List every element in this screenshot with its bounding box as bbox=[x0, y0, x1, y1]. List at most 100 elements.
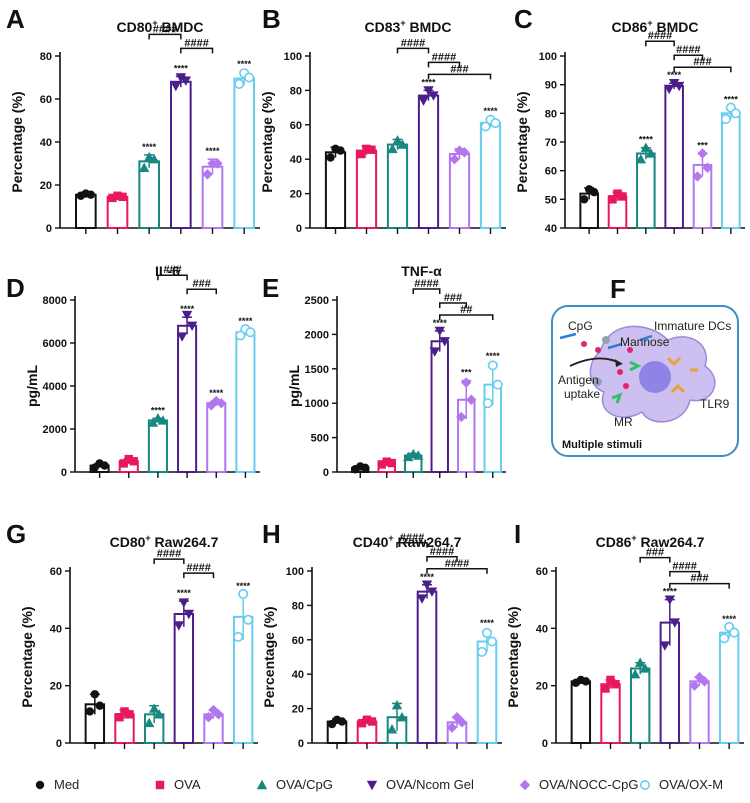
legend: Med OVA OVA/CpG OVA/Ncom Gel OVA/NOCC-CpG OVA… bbox=[35, 777, 723, 792]
data-point bbox=[391, 699, 403, 710]
chart-title-main: CD40 bbox=[353, 534, 389, 550]
mannose-cluster-icon-2 bbox=[594, 378, 602, 386]
chart-title: CD86+ BMDC bbox=[612, 18, 699, 35]
y-tick-label: 20 bbox=[40, 180, 52, 192]
data-point bbox=[382, 457, 391, 466]
y-tick-label: 20 bbox=[292, 704, 304, 716]
significance-bracket: #### bbox=[396, 37, 430, 54]
data-point bbox=[673, 81, 685, 92]
chart-panel-e: ETNF-αpg/mL05001000150020002500*********… bbox=[262, 263, 506, 479]
data-point bbox=[361, 463, 370, 473]
data-point bbox=[613, 189, 622, 198]
data-point bbox=[689, 680, 700, 691]
legend-item-ova-ox-m: OVA/OX-M bbox=[639, 777, 723, 792]
antigen-label: Antigen bbox=[558, 373, 599, 387]
data-point bbox=[456, 717, 468, 728]
data-point bbox=[183, 609, 195, 620]
bar-ova-cpg bbox=[386, 143, 409, 229]
chart-panel-h: H CD40+ Raw264.7 Percentage (%) 0 20 40 60 80 10… bbox=[261, 519, 502, 750]
chart-title: CD80+ BMDC bbox=[117, 18, 204, 35]
significance-bracket: ### bbox=[673, 56, 732, 73]
bracket-label: ### bbox=[690, 573, 708, 585]
y-tick-label: 40 bbox=[536, 623, 548, 635]
significance-stars: **** bbox=[420, 572, 435, 582]
legend-marker-icon bbox=[519, 779, 531, 791]
significance-bracket: #### bbox=[396, 532, 428, 548]
data-point bbox=[640, 142, 652, 152]
data-point bbox=[579, 195, 589, 204]
mr-receptor-icon-2 bbox=[611, 392, 623, 404]
legend-marker-icon bbox=[35, 780, 45, 790]
data-point bbox=[487, 360, 498, 371]
data-point bbox=[216, 398, 227, 409]
data-point bbox=[618, 192, 627, 201]
bracket-label: #### bbox=[186, 562, 210, 574]
data-point bbox=[113, 191, 122, 200]
bar-ova-ncom-gel bbox=[170, 80, 192, 229]
y-tick-label: 0 bbox=[298, 738, 304, 750]
significance-stars: **** bbox=[433, 318, 448, 328]
data-point bbox=[115, 713, 124, 722]
bracket-line bbox=[673, 54, 704, 61]
data-point bbox=[482, 398, 493, 409]
bar-ova-ox-m bbox=[235, 331, 256, 473]
chart-panel-g: G CD80+ Raw264.7 Percentage (%) 0 20 40 60 ****… bbox=[6, 519, 258, 750]
data-point bbox=[423, 86, 434, 96]
data-point bbox=[608, 195, 617, 204]
data-point bbox=[153, 709, 165, 719]
significance-stars: **** bbox=[237, 59, 252, 69]
data-point bbox=[147, 417, 159, 427]
bracket-line bbox=[426, 568, 488, 574]
mr-label: MR bbox=[614, 415, 633, 429]
panel-letter-b: B bbox=[262, 4, 281, 34]
chart-title: CD40+ Raw264.7 bbox=[353, 533, 462, 550]
bracket-line bbox=[639, 556, 671, 563]
significance-bracket: ## bbox=[439, 304, 494, 320]
significance-stars: **** bbox=[724, 95, 739, 105]
data-point bbox=[129, 457, 138, 466]
y-axis-label: Percentage (%) bbox=[261, 606, 277, 707]
tlr9-label: TLR9 bbox=[700, 397, 730, 411]
bracket-line bbox=[396, 542, 428, 548]
bracket-line bbox=[439, 302, 467, 308]
chart-title-rest: Raw264.7 bbox=[394, 534, 462, 550]
data-point bbox=[434, 326, 445, 337]
data-point bbox=[397, 139, 408, 149]
bracket-line bbox=[669, 570, 701, 577]
data-point bbox=[634, 657, 646, 667]
data-point bbox=[486, 636, 497, 647]
chart-panel-d: DIL-6pg/mL02000400060008000*************… bbox=[6, 263, 260, 479]
data-point bbox=[387, 143, 398, 154]
data-point bbox=[170, 81, 182, 92]
y-tick-label: 100 bbox=[284, 51, 302, 63]
data-point bbox=[119, 459, 128, 468]
data-point bbox=[138, 162, 150, 172]
data-point bbox=[413, 450, 424, 460]
y-tick-label: 0 bbox=[56, 738, 62, 750]
significance-bracket: ### bbox=[439, 292, 467, 308]
data-point bbox=[639, 663, 651, 673]
bracket-label: ## bbox=[460, 304, 472, 316]
data-point bbox=[396, 712, 408, 722]
data-point bbox=[490, 118, 501, 129]
panel-letter-d: D bbox=[6, 273, 25, 303]
chart-title-sup: + bbox=[152, 18, 157, 28]
data-point bbox=[387, 458, 396, 468]
y-tick-label: 60 bbox=[536, 566, 548, 578]
data-point bbox=[699, 676, 710, 687]
significance-bracket: ### bbox=[639, 547, 671, 563]
bracket-label: ### bbox=[693, 56, 711, 68]
data-point bbox=[449, 154, 460, 165]
y-axis-label: pg/mL bbox=[286, 365, 302, 407]
data-point bbox=[386, 724, 398, 734]
significance-stars: *** bbox=[461, 367, 472, 377]
panel-letter-a: A bbox=[6, 4, 25, 34]
cpg-strand-icon bbox=[559, 332, 577, 340]
y-tick-label: 40 bbox=[40, 137, 52, 149]
legend-label: OVA/OX-M bbox=[659, 777, 723, 792]
bar-ova-nocc-cpg bbox=[689, 680, 710, 744]
stimulus-dot-icon-3 bbox=[617, 369, 623, 375]
y-tick-label: 0 bbox=[542, 738, 548, 750]
y-tick-label: 60 bbox=[50, 566, 62, 578]
